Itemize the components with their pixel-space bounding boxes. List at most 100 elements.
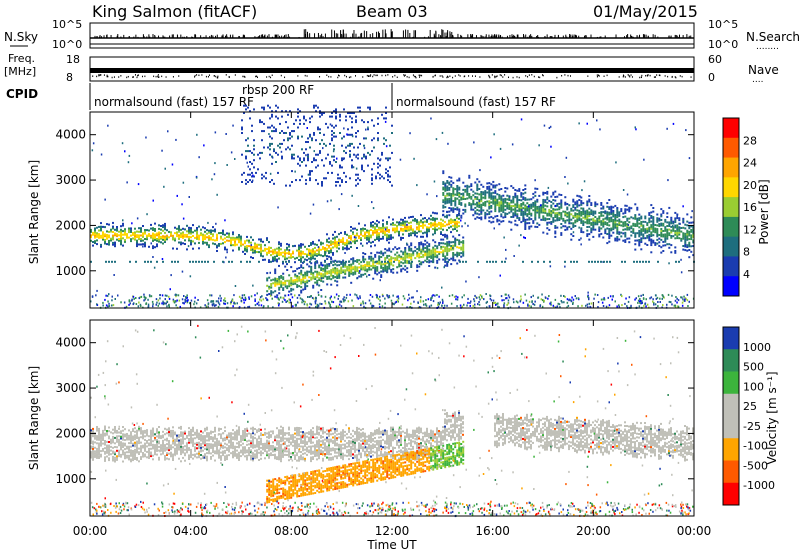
power-cell	[243, 294, 246, 297]
nave-sample	[120, 75, 122, 77]
power-cell	[690, 216, 693, 219]
power-cell	[397, 297, 400, 300]
power-cell	[436, 267, 439, 270]
nave-sample	[244, 76, 246, 78]
power-cell	[214, 162, 216, 165]
power-cell	[397, 295, 399, 298]
power-cell	[396, 299, 399, 302]
power-cell	[626, 225, 629, 227]
power-cell	[356, 268, 359, 271]
power-cell	[574, 201, 577, 204]
power-cell	[562, 219, 565, 222]
power-cell	[232, 236, 234, 239]
power-cell	[178, 227, 180, 229]
power-cell	[334, 238, 336, 241]
power-cell	[322, 273, 325, 276]
power-cell	[356, 247, 358, 249]
power-cell	[278, 283, 281, 286]
power-cell	[476, 196, 479, 199]
nave-sample	[366, 74, 368, 77]
nsky-sample	[623, 36, 625, 38]
power-cell	[522, 216, 525, 219]
power-cell	[509, 195, 511, 198]
power-cell	[340, 305, 343, 308]
power-cell	[263, 108, 265, 111]
power-cell	[482, 204, 485, 206]
power-cell	[473, 141, 475, 144]
power-cell	[446, 200, 449, 202]
power-cell	[322, 267, 325, 270]
power-cell	[496, 193, 499, 196]
power-cell	[532, 220, 535, 223]
power-cell	[505, 248, 507, 251]
nsky-sample	[106, 34, 108, 38]
nave-sample	[172, 76, 174, 78]
power-cell	[473, 298, 475, 301]
nsearch-tick-bottom: 10^0	[708, 38, 738, 51]
power-cell	[686, 229, 689, 232]
power-cell	[154, 229, 156, 232]
power-cell	[341, 181, 343, 183]
nsky-sample	[335, 33, 337, 38]
power-cell	[309, 146, 311, 149]
power-cell	[484, 195, 487, 198]
power-cell	[90, 230, 92, 233]
power-cell	[490, 156, 492, 159]
power-cell	[590, 202, 593, 205]
power-cell	[666, 225, 669, 227]
power-cell	[384, 266, 387, 269]
power-cell	[326, 247, 328, 250]
power-cell	[123, 301, 126, 304]
power-cell	[310, 254, 312, 257]
power-cell	[590, 227, 593, 230]
power-cell	[650, 227, 653, 230]
power-cell	[268, 133, 270, 135]
power-cell	[168, 297, 171, 300]
power-cell	[374, 222, 376, 225]
power-cell	[198, 236, 200, 239]
power-cell	[274, 259, 276, 262]
power-cell	[154, 238, 156, 241]
power-cell	[650, 220, 653, 223]
power-cell	[550, 210, 553, 213]
nave-sample	[153, 75, 155, 78]
power-cell	[281, 115, 283, 118]
power-cell	[306, 263, 309, 266]
power-cell	[340, 300, 342, 303]
power-cell	[684, 241, 687, 244]
power-cell	[519, 300, 521, 303]
power-cell	[359, 110, 361, 113]
power-cell	[560, 300, 563, 302]
power-cell	[634, 214, 637, 217]
power-cell	[442, 225, 444, 228]
power-cell	[376, 232, 378, 235]
power-cell	[365, 155, 367, 158]
power-cell	[420, 221, 422, 224]
power-cell	[212, 300, 214, 303]
power-cell	[533, 303, 536, 306]
power-cell	[686, 249, 689, 252]
power-cell	[430, 214, 432, 217]
power-cell	[546, 223, 549, 226]
power-cell	[592, 225, 595, 227]
power-cell	[268, 293, 271, 295]
power-cell	[216, 235, 218, 238]
power-cell	[220, 232, 222, 234]
power-cell	[473, 300, 476, 303]
power-cell	[406, 254, 409, 257]
nave-sample	[98, 74, 100, 77]
power-cell	[588, 302, 590, 305]
power-cell	[480, 200, 483, 203]
power-cell	[312, 255, 314, 258]
power-cell	[412, 296, 414, 299]
power-cell	[680, 230, 683, 233]
power-cell	[343, 135, 345, 138]
power-cell	[517, 301, 519, 304]
power-cell	[334, 270, 337, 273]
power-cell	[478, 198, 481, 201]
power-cell	[258, 243, 260, 246]
power-cell	[550, 213, 553, 216]
power-cell	[687, 305, 689, 307]
power-cell	[612, 295, 614, 298]
power-cell	[224, 297, 226, 300]
